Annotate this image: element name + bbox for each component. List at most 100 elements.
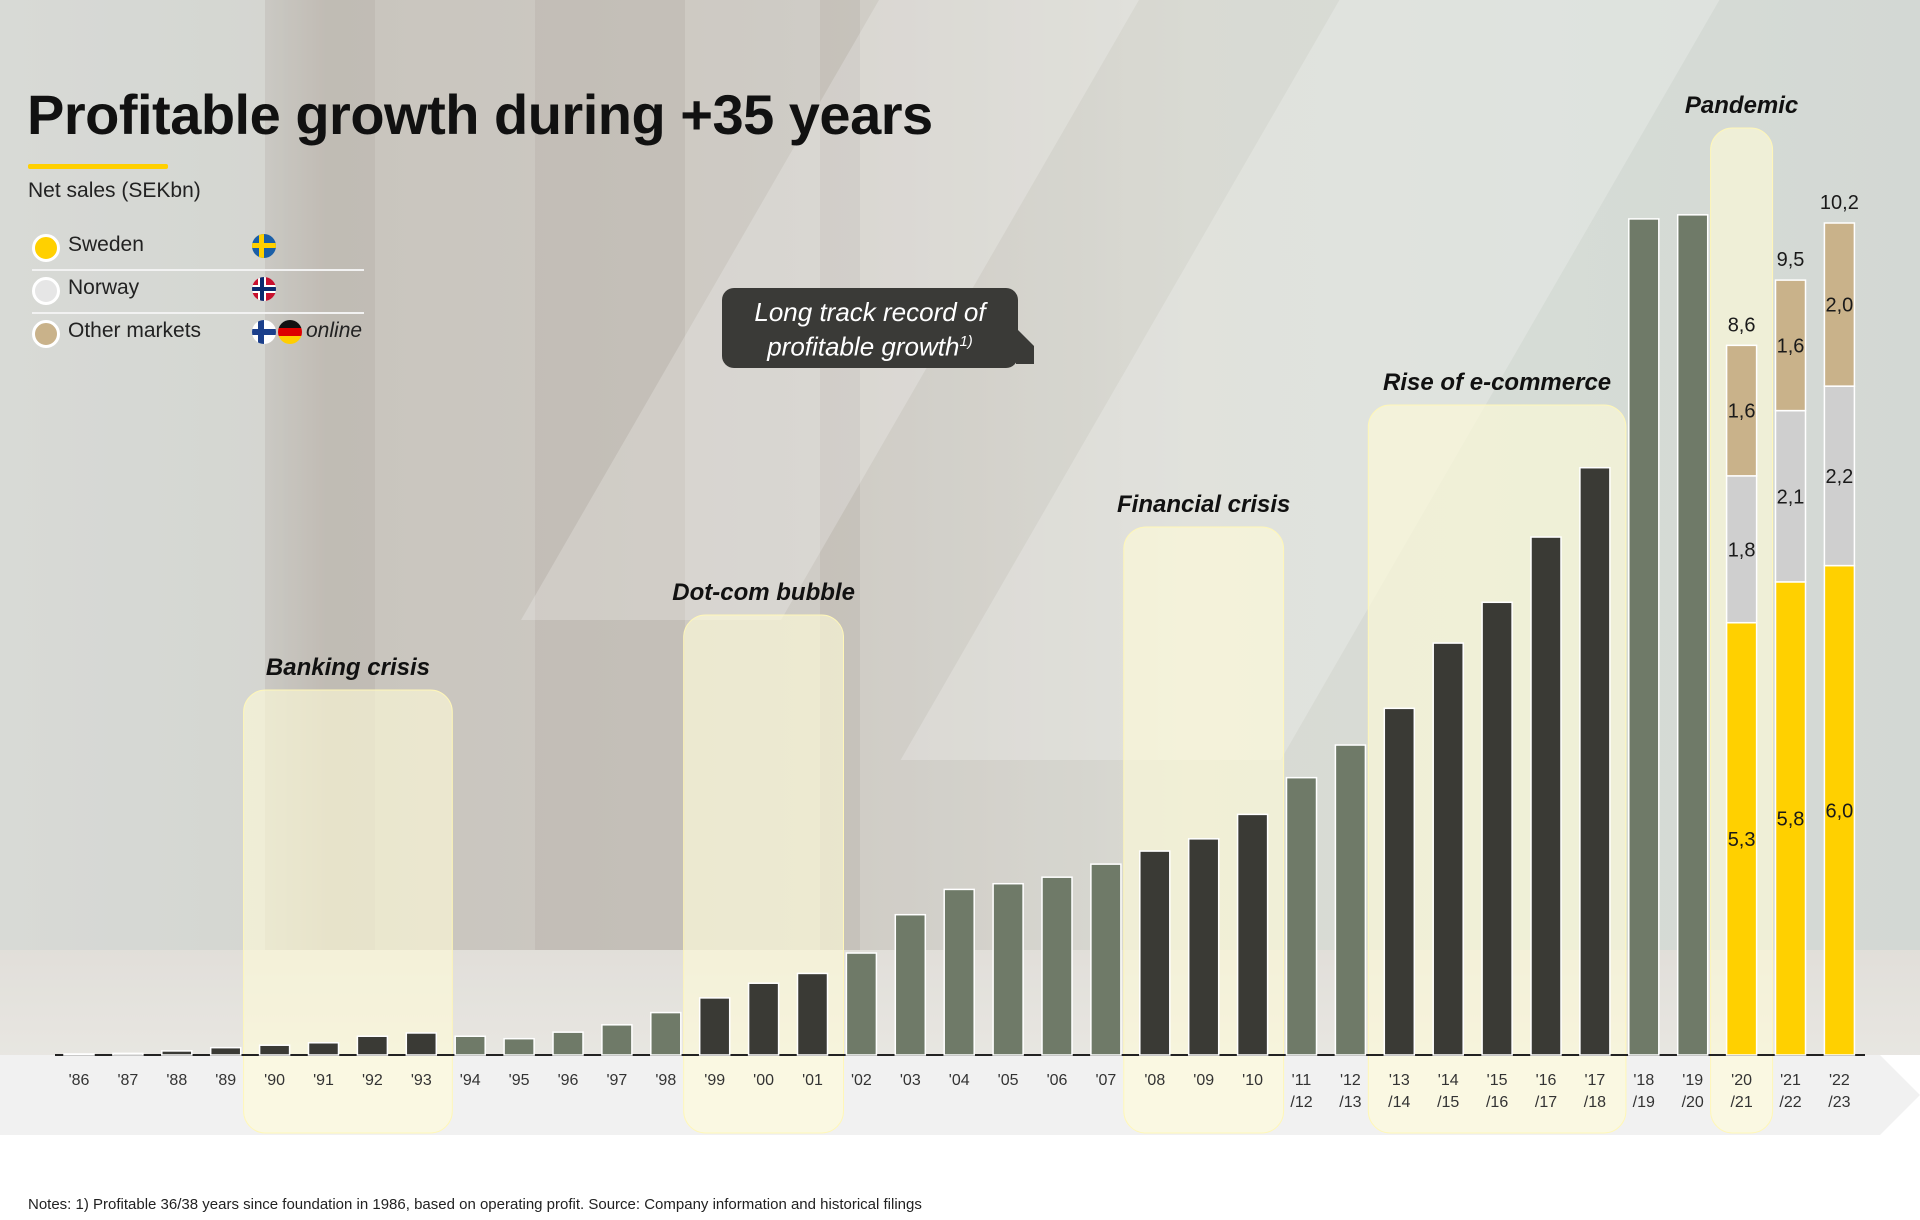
bar (1139, 850, 1171, 1056)
x-tick-label: /17 (1535, 1094, 1557, 1111)
bar (894, 913, 927, 1056)
segment-value-label: 6,0 (1825, 800, 1853, 822)
x-tick-label: '13 (1389, 1072, 1410, 1089)
legend-item-sweden: Sweden (32, 228, 364, 271)
x-tick-label: /13 (1339, 1094, 1361, 1111)
bar (943, 888, 975, 1056)
stacked-segment-norway (1774, 409, 1807, 583)
x-tick-label: /20 (1682, 1094, 1704, 1111)
stacked-segment-other-markets (1725, 344, 1758, 477)
sweden-flag-icon (252, 234, 276, 258)
x-tick-label: '19 (1682, 1072, 1703, 1089)
segment-value-label: 2,2 (1825, 466, 1853, 488)
callout-line-1: Long track record of (754, 297, 986, 327)
bar (1236, 813, 1269, 1056)
x-tick-label: '05 (998, 1072, 1019, 1089)
background-plank (535, 0, 685, 960)
x-tick-label: '16 (1536, 1072, 1557, 1089)
x-tick-label: '98 (655, 1072, 676, 1089)
x-tick-label: '89 (215, 1072, 236, 1089)
x-tick-label: '06 (1047, 1072, 1068, 1089)
bar (161, 1050, 193, 1056)
bar (307, 1042, 340, 1056)
x-tick-label: '04 (949, 1072, 970, 1089)
x-tick-label: '90 (264, 1072, 285, 1089)
legend-swatch-other (32, 320, 60, 348)
x-tick-label: /19 (1633, 1094, 1655, 1111)
x-tick-label: '93 (411, 1072, 432, 1089)
bar (650, 1011, 682, 1056)
callout-bubble: Long track record of profitable growth1) (722, 288, 1018, 368)
x-tick-label: /21 (1730, 1094, 1752, 1111)
period-label: Banking crisis (266, 654, 430, 681)
stacked-segment-sweden (1774, 581, 1807, 1056)
total-value-label: 10,2 (1820, 192, 1859, 214)
callout-line-2: profitable growth1) (722, 327, 1018, 362)
legend-label: Other markets (68, 319, 202, 342)
bar (992, 882, 1024, 1056)
bar (258, 1044, 291, 1056)
x-tick-label: '88 (166, 1072, 187, 1089)
bar (1334, 744, 1367, 1056)
x-tick-label: /18 (1584, 1094, 1606, 1111)
x-tick-label: '03 (900, 1072, 921, 1089)
x-tick-label: '99 (704, 1072, 725, 1089)
x-tick-label: '00 (753, 1072, 774, 1089)
x-tick-label: '94 (460, 1072, 481, 1089)
bar (454, 1035, 486, 1056)
x-tick-label: '02 (851, 1072, 872, 1089)
x-tick-label: '97 (606, 1072, 627, 1089)
segment-value-label: 5,8 (1777, 808, 1805, 830)
bar (1383, 707, 1416, 1056)
legend-item-norway: Norway (32, 271, 364, 314)
segment-value-label: 1,8 (1728, 539, 1756, 561)
x-tick-label: '14 (1438, 1072, 1459, 1089)
bar (552, 1031, 584, 1056)
segment-value-label: 2,0 (1825, 295, 1853, 317)
callout-footnote: 1) (959, 333, 973, 350)
bar (747, 982, 780, 1056)
bar (209, 1046, 242, 1056)
period-label: Financial crisis (1117, 491, 1290, 518)
x-tick-label: /14 (1388, 1094, 1410, 1111)
period-label: Dot-com bubble (672, 579, 855, 606)
segment-value-label: 1,6 (1777, 335, 1805, 357)
x-tick-label: '22 (1829, 1072, 1850, 1089)
footnote: Notes: 1) Profitable 36/38 years since f… (28, 1196, 922, 1213)
bar (1285, 776, 1318, 1056)
legend-item-other-markets: Other markets online (32, 314, 364, 355)
period-highlight (243, 689, 453, 1134)
legend-online: online (306, 319, 363, 342)
x-tick-label: '20 (1731, 1072, 1752, 1089)
x-tick-label: '95 (509, 1072, 530, 1089)
x-tick-label: '09 (1193, 1072, 1214, 1089)
x-tick-label: '15 (1487, 1072, 1508, 1089)
x-tick-label: '91 (313, 1072, 334, 1089)
segment-value-label: 1,6 (1728, 401, 1756, 423)
x-tick-label: '86 (69, 1072, 90, 1089)
bar (1187, 838, 1220, 1056)
legend-label: Sweden (68, 233, 144, 256)
bar (503, 1037, 535, 1056)
x-tick-label: /22 (1779, 1094, 1801, 1111)
x-tick-label: '07 (1095, 1072, 1116, 1089)
bar (1041, 876, 1073, 1056)
bar (1090, 863, 1122, 1056)
bar (112, 1052, 144, 1056)
x-tick-label: '08 (1144, 1072, 1165, 1089)
x-tick-label: '11 (1292, 1072, 1312, 1089)
bar (1481, 601, 1513, 1056)
page-title: Profitable growth during +35 years (27, 83, 933, 146)
germany-flag-icon (278, 320, 302, 344)
x-tick-label: '01 (802, 1072, 823, 1089)
bar (356, 1035, 389, 1056)
bar (1432, 642, 1464, 1056)
bar (698, 997, 731, 1056)
norway-flag-icon (252, 277, 276, 301)
stacked-segment-norway (1725, 475, 1758, 624)
finland-flag-icon (252, 320, 276, 344)
bar (845, 952, 878, 1056)
legend: Sweden Norway Other markets online (32, 228, 364, 355)
chart-subtitle: Net sales (SEKbn) (28, 179, 201, 202)
callout-line-2-text: profitable growth (767, 331, 960, 362)
